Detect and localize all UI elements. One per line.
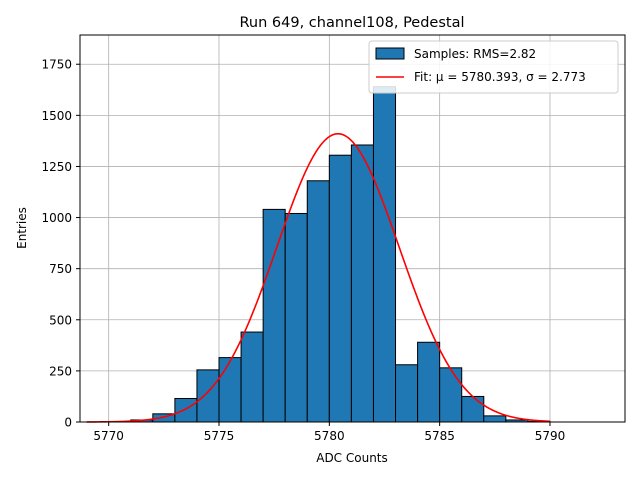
histogram-bar xyxy=(461,395,485,423)
x-tick-label: 5775 xyxy=(204,429,235,443)
legend-samples-label: Samples: RMS=2.82 xyxy=(414,47,536,61)
gaussian-fit-line xyxy=(86,132,551,423)
histogram-bar xyxy=(262,208,286,423)
x-tick-label: 5780 xyxy=(314,429,345,443)
histogram-bar xyxy=(372,86,397,423)
x-tick-label: 5790 xyxy=(535,429,566,443)
histogram-bar xyxy=(306,180,330,423)
chart-title: Run 649, channel108, Pedestal xyxy=(239,15,464,31)
histogram-bar xyxy=(395,364,419,423)
histogram-bars xyxy=(130,86,551,423)
x-tick-label: 5770 xyxy=(93,429,124,443)
histogram-bar xyxy=(196,369,220,423)
histogram-bar xyxy=(439,367,463,423)
y-tick-label: 250 xyxy=(49,364,72,378)
legend: Samples: RMS=2.82 Fit: μ = 5780.393, σ =… xyxy=(368,40,619,94)
x-axis-label: ADC Counts xyxy=(316,451,388,465)
x-tick-label: 5785 xyxy=(424,429,455,443)
y-axis-label: Entries xyxy=(15,207,29,249)
x-axis-ticks: 5770 5775 5780 5785 5790 xyxy=(93,422,565,443)
legend-box xyxy=(368,40,619,94)
y-tick-label: 1500 xyxy=(41,109,72,123)
histogram-bar xyxy=(240,331,264,423)
plot-frame xyxy=(79,34,626,423)
y-tick-label: 1750 xyxy=(41,58,72,72)
histogram-bar xyxy=(174,397,198,423)
histogram-bar xyxy=(218,357,242,423)
y-axis-ticks: 0 250 500 750 1000 1250 1500 1750 xyxy=(41,58,80,430)
histogram-bar xyxy=(328,154,352,423)
y-tick-label: 500 xyxy=(49,313,72,327)
histogram-bar xyxy=(483,415,507,423)
histogram-bar xyxy=(417,341,441,423)
legend-fit-label: Fit: μ = 5780.393, σ = 2.773 xyxy=(414,70,586,84)
y-tick-label: 0 xyxy=(64,416,72,430)
histogram-bar xyxy=(350,144,374,423)
y-tick-label: 1000 xyxy=(41,211,72,225)
legend-samples-swatch xyxy=(375,47,405,60)
y-tick-label: 750 xyxy=(49,262,72,276)
y-tick-label: 1250 xyxy=(41,160,72,174)
histogram-bar xyxy=(284,212,308,423)
